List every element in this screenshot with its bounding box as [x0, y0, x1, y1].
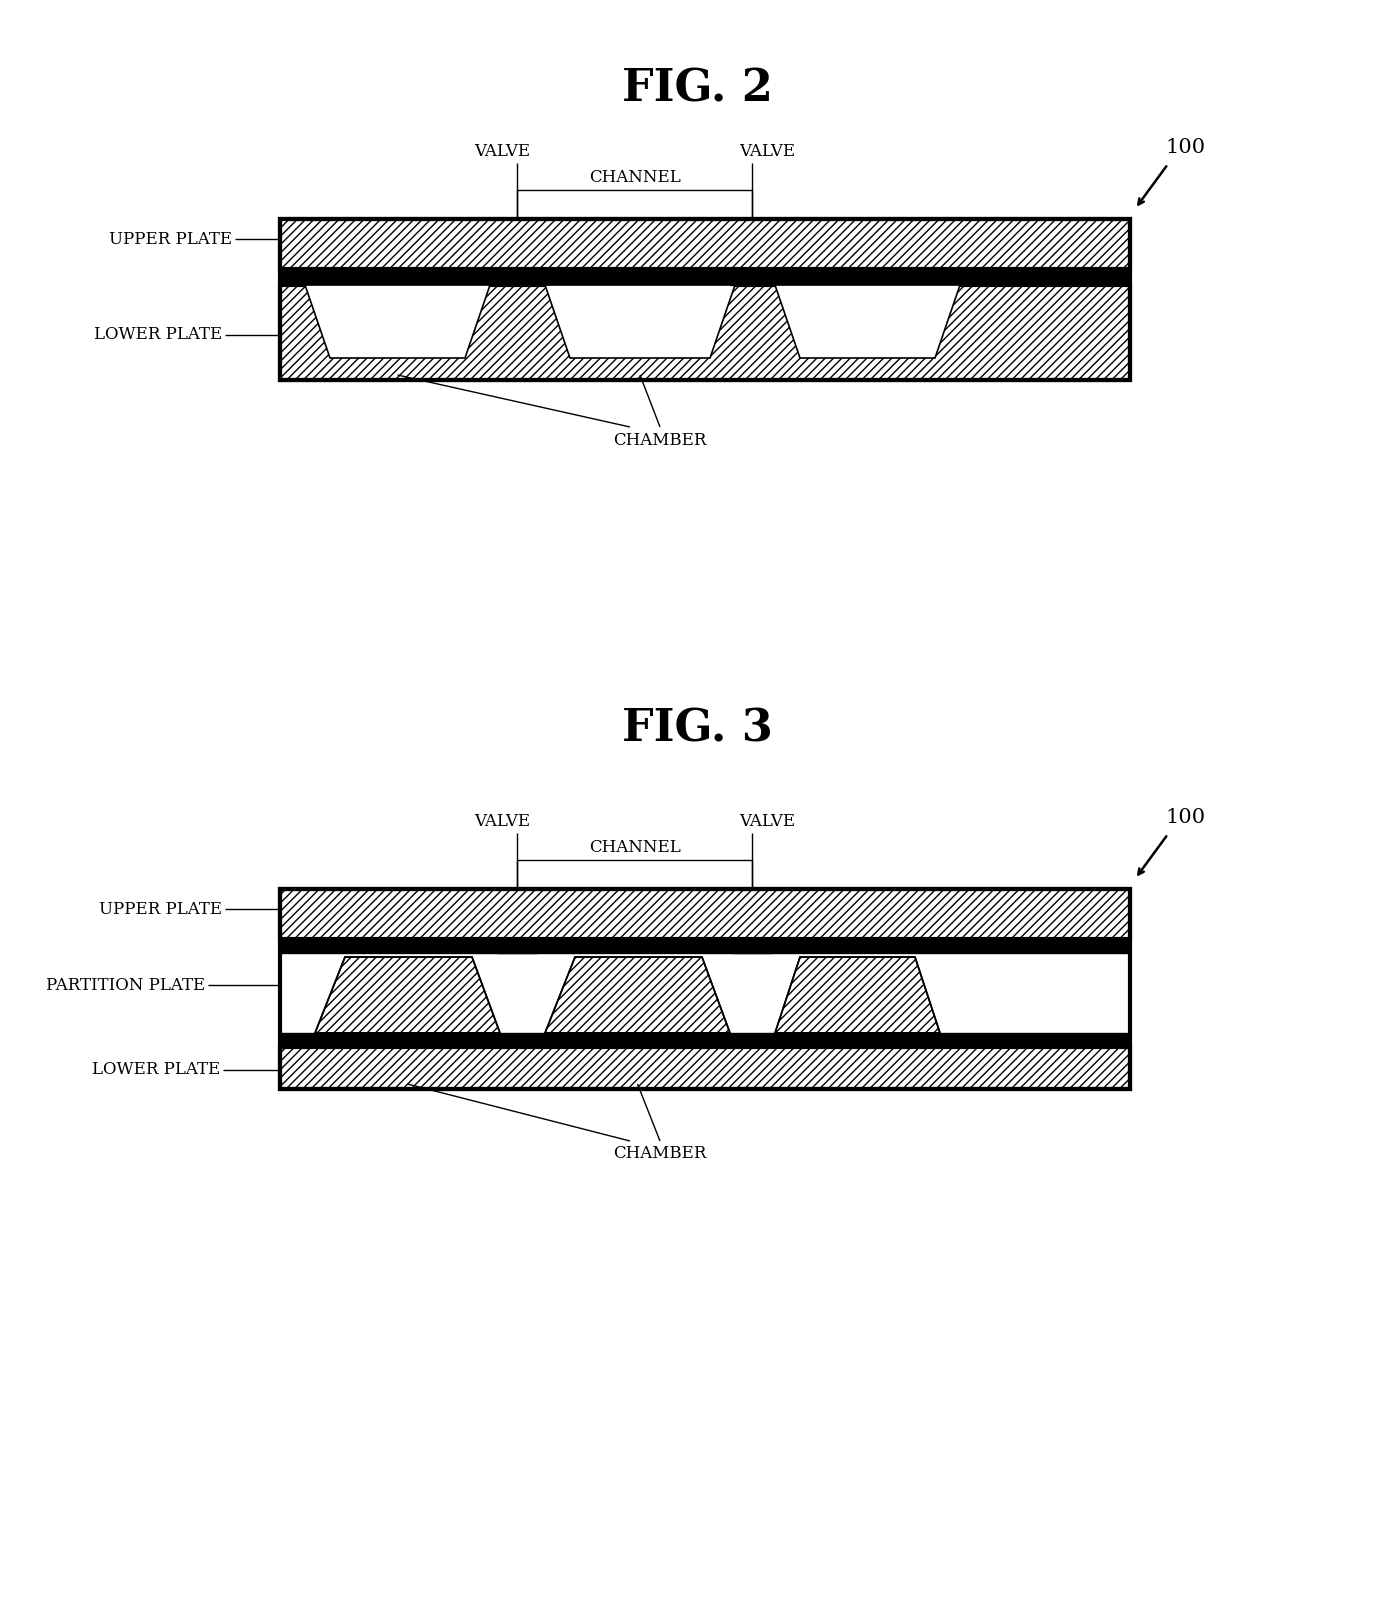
Text: VALVE: VALVE	[474, 143, 530, 159]
Bar	[280, 940, 1131, 953]
Polygon shape	[315, 957, 500, 1033]
Text: LOWER PLATE: LOWER PLATE	[93, 327, 222, 343]
Text: FIG. 2: FIG. 2	[622, 68, 772, 111]
Bar	[280, 219, 1131, 269]
Text: CHANNEL: CHANNEL	[588, 838, 680, 856]
Polygon shape	[305, 285, 491, 357]
Bar	[732, 940, 772, 953]
Bar	[280, 953, 1131, 1033]
Text: UPPER PLATE: UPPER PLATE	[109, 230, 231, 248]
Polygon shape	[775, 285, 960, 357]
Bar	[280, 285, 1131, 380]
Text: 100: 100	[1165, 137, 1206, 156]
Text: CHAMBER: CHAMBER	[613, 1146, 707, 1162]
Bar	[280, 890, 1131, 1089]
Bar	[730, 269, 774, 285]
Text: LOWER PLATE: LOWER PLATE	[92, 1062, 220, 1078]
Text: CHANNEL: CHANNEL	[588, 169, 680, 185]
Polygon shape	[545, 285, 735, 357]
Polygon shape	[775, 957, 940, 1033]
Text: VALVE: VALVE	[739, 143, 795, 159]
Text: UPPER PLATE: UPPER PLATE	[99, 901, 222, 917]
Bar	[280, 890, 1131, 940]
Bar	[495, 269, 539, 285]
Text: VALVE: VALVE	[474, 813, 530, 830]
Bar	[280, 1033, 1131, 1047]
Polygon shape	[545, 957, 730, 1033]
Text: VALVE: VALVE	[739, 813, 795, 830]
Text: CHAMBER: CHAMBER	[613, 431, 707, 449]
Bar	[280, 1047, 1131, 1089]
Bar	[498, 940, 537, 953]
Text: FIG. 3: FIG. 3	[622, 708, 772, 750]
Bar	[280, 219, 1131, 380]
Text: PARTITION PLATE: PARTITION PLATE	[46, 977, 205, 993]
Bar	[280, 269, 1131, 285]
Text: 100: 100	[1165, 808, 1206, 827]
